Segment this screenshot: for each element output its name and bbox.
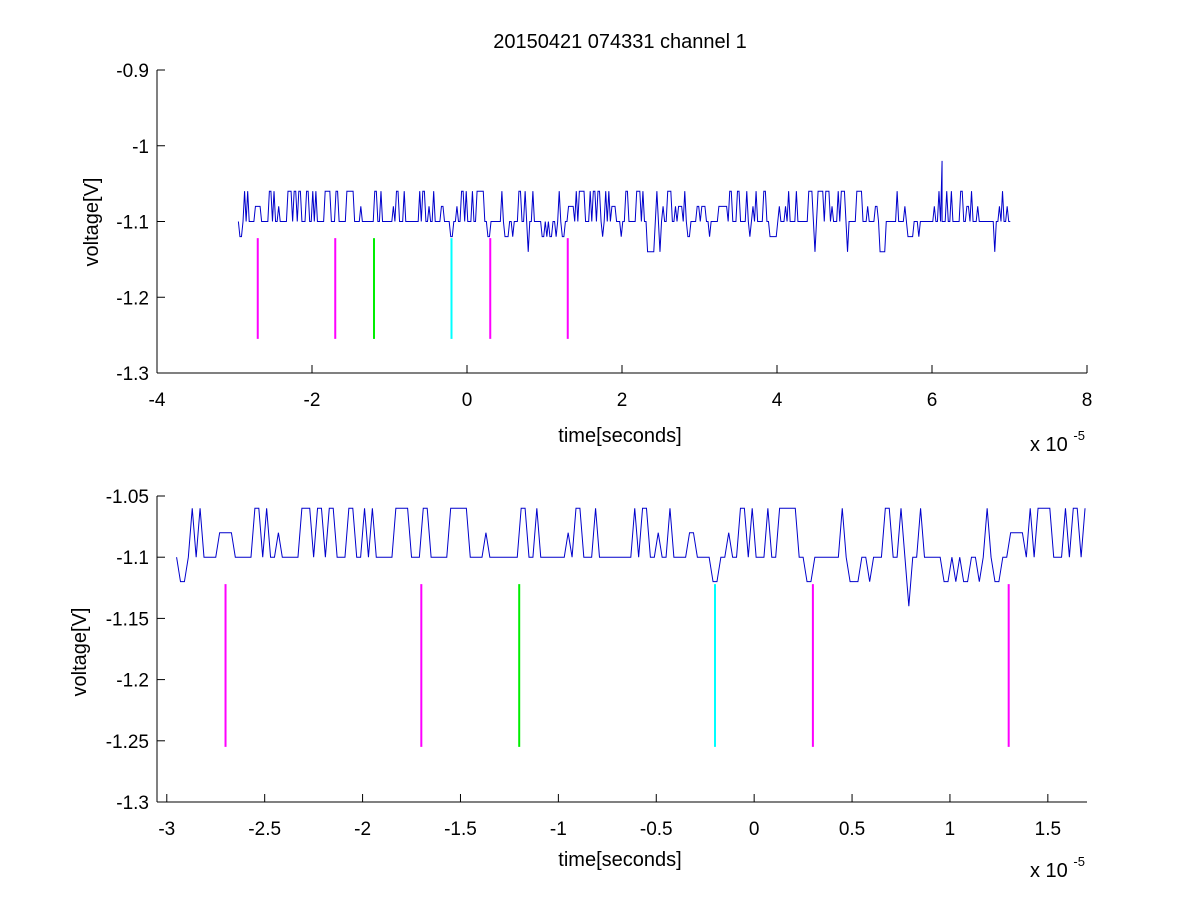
figure-title: 20150421 074331 channel 1 — [493, 31, 747, 53]
plot-bottom-xlabel: time[seconds] — [558, 849, 681, 871]
plot-bottom-x-exponent-power: -5 — [1073, 854, 1085, 869]
plot-bottom-x-tick-label: -0.5 — [640, 819, 673, 840]
plot-top-x-tick-label: 6 — [927, 390, 938, 411]
plot-top-y-tick-label: -0.9 — [116, 61, 149, 82]
plot-top-x-exponent: x 10 -5 — [1030, 428, 1085, 456]
plot-top-axes: -4 -2 0 2 4 6 8 -1.3 -1.2 -1.1 -1 -0.9 — [116, 61, 1092, 411]
plot-top-x-exponent-base: x 10 — [1030, 434, 1068, 456]
plot-bottom-x-tick-label: -1 — [550, 819, 567, 840]
plot-top-ylabel: voltage[V] — [81, 178, 103, 267]
plot-top-x-tick-label: 2 — [617, 390, 628, 411]
plot-bottom-series — [176, 507, 1086, 607]
plot-top-y-tick-label: -1.2 — [116, 288, 149, 309]
plot-top: -4 -2 0 2 4 6 8 -1.3 -1.2 -1.1 -1 -0.9 time[seconds… — [81, 61, 1092, 456]
plot-top-y-tick-label: -1.1 — [116, 213, 149, 234]
plot-bottom-x-tick-label: 0.5 — [839, 819, 865, 840]
plot-bottom-markers — [224, 584, 1010, 747]
plot-bottom: -3 -2.5 -2 -1.5 -1 -0.5 0 0.5 1 1.5 -1.3 -1.25 -1.2 -… — [69, 487, 1087, 882]
plot-bottom-ylabel: voltage[V] — [69, 608, 91, 697]
plot-top-xlabel: time[seconds] — [558, 425, 681, 447]
plot-bottom-x-tick-label: -2.5 — [248, 819, 281, 840]
plot-bottom-x-tick-label: -3 — [158, 819, 175, 840]
plot-top-markers — [256, 238, 569, 339]
plot-bottom-y-tick-label: -1.15 — [106, 609, 149, 630]
plot-bottom-y-tick-label: -1.25 — [106, 732, 149, 753]
plot-top-y-tick-label: -1 — [132, 137, 149, 158]
plot-bottom-x-tick-label: -1.5 — [444, 819, 477, 840]
plot-top-x-tick-label: 4 — [772, 390, 783, 411]
plot-bottom-x-tick-label: 0 — [749, 819, 760, 840]
plot-bottom-y-tick-label: -1.3 — [116, 793, 149, 814]
plot-top-x-tick-label: -4 — [149, 390, 166, 411]
plot-bottom-x-exponent: x 10 -5 — [1030, 854, 1085, 882]
plot-top-series — [237, 160, 1011, 253]
plot-top-x-tick-label: -2 — [304, 390, 321, 411]
plot-bottom-y-tick-label: -1.2 — [116, 671, 149, 692]
plot-bottom-x-exponent-base: x 10 — [1030, 860, 1068, 882]
plot-bottom-axes: -3 -2.5 -2 -1.5 -1 -0.5 0 0.5 1 1.5 -1.3 -1.25 -1.2 -… — [106, 487, 1087, 840]
plot-bottom-x-tick-label: -2 — [354, 819, 371, 840]
plot-bottom-y-tick-label: -1.1 — [116, 548, 149, 569]
plot-top-x-tick-label: 0 — [462, 390, 473, 411]
plot-bottom-x-tick-label: 1.5 — [1035, 819, 1061, 840]
plot-top-x-exponent-power: -5 — [1073, 428, 1085, 443]
plot-bottom-y-tick-label: -1.05 — [106, 487, 149, 508]
plot-top-x-tick-label: 8 — [1082, 390, 1093, 411]
plot-top-y-tick-label: -1.3 — [116, 364, 149, 385]
plot-bottom-signal-line — [176, 507, 1086, 607]
plot-top-signal-line — [237, 160, 1011, 253]
plot-bottom-x-tick-label: 1 — [945, 819, 956, 840]
